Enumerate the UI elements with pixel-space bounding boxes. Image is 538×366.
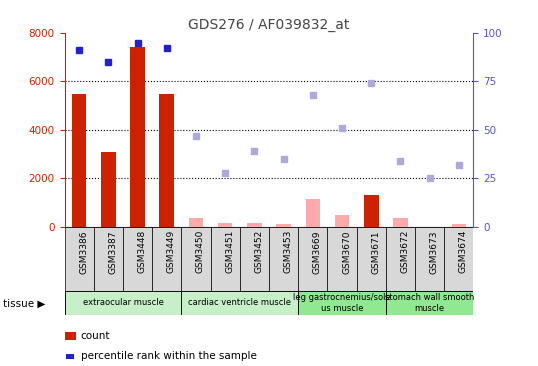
Bar	[393, 218, 408, 227]
Bar	[130, 48, 145, 227]
Bar	[240, 227, 269, 291]
Bar	[159, 94, 174, 227]
Text: GSM3449: GSM3449	[167, 230, 176, 273]
Text: GSM3674: GSM3674	[459, 230, 468, 273]
Bar	[335, 215, 349, 227]
Text: GSM3387: GSM3387	[108, 230, 117, 274]
Bar	[94, 227, 123, 291]
Bar	[306, 199, 320, 227]
Text: GSM3452: GSM3452	[254, 230, 264, 273]
Text: tissue ▶: tissue ▶	[3, 299, 45, 309]
Text: GSM3451: GSM3451	[225, 230, 234, 273]
Text: GSM3670: GSM3670	[342, 230, 351, 274]
Bar	[123, 227, 152, 291]
Bar	[386, 291, 473, 315]
Bar	[298, 227, 328, 291]
Bar	[189, 218, 203, 227]
Title: GDS276 / AF039832_at: GDS276 / AF039832_at	[188, 18, 350, 32]
Bar	[152, 227, 181, 291]
Bar	[386, 227, 415, 291]
Text: extraocular muscle: extraocular muscle	[82, 298, 164, 307]
Bar	[65, 227, 94, 291]
Text: GSM3386: GSM3386	[79, 230, 88, 274]
Bar	[101, 152, 116, 227]
Text: GSM3453: GSM3453	[284, 230, 293, 273]
Text: count: count	[81, 331, 110, 341]
Text: GSM3448: GSM3448	[138, 230, 146, 273]
Bar	[210, 227, 240, 291]
Bar	[328, 227, 357, 291]
Bar	[218, 223, 232, 227]
Bar	[451, 224, 466, 227]
Text: GSM3673: GSM3673	[430, 230, 438, 274]
Bar	[364, 195, 379, 227]
Text: stomach wall smooth
muscle: stomach wall smooth muscle	[385, 293, 475, 313]
Bar	[65, 291, 181, 315]
Bar	[277, 224, 291, 227]
Bar	[357, 227, 386, 291]
Text: GSM3671: GSM3671	[371, 230, 380, 274]
Bar	[269, 227, 298, 291]
Text: GSM3672: GSM3672	[400, 230, 409, 273]
Text: cardiac ventricle muscle: cardiac ventricle muscle	[188, 298, 291, 307]
Text: percentile rank within the sample: percentile rank within the sample	[81, 351, 257, 361]
Bar	[298, 291, 386, 315]
Bar	[181, 291, 298, 315]
Text: GSM3669: GSM3669	[313, 230, 322, 274]
Bar	[181, 227, 210, 291]
Bar	[415, 227, 444, 291]
Bar	[72, 94, 87, 227]
Text: GSM3450: GSM3450	[196, 230, 205, 273]
Text: leg gastrocnemius/sole
us muscle: leg gastrocnemius/sole us muscle	[293, 293, 391, 313]
Bar	[247, 223, 261, 227]
Bar	[444, 227, 473, 291]
